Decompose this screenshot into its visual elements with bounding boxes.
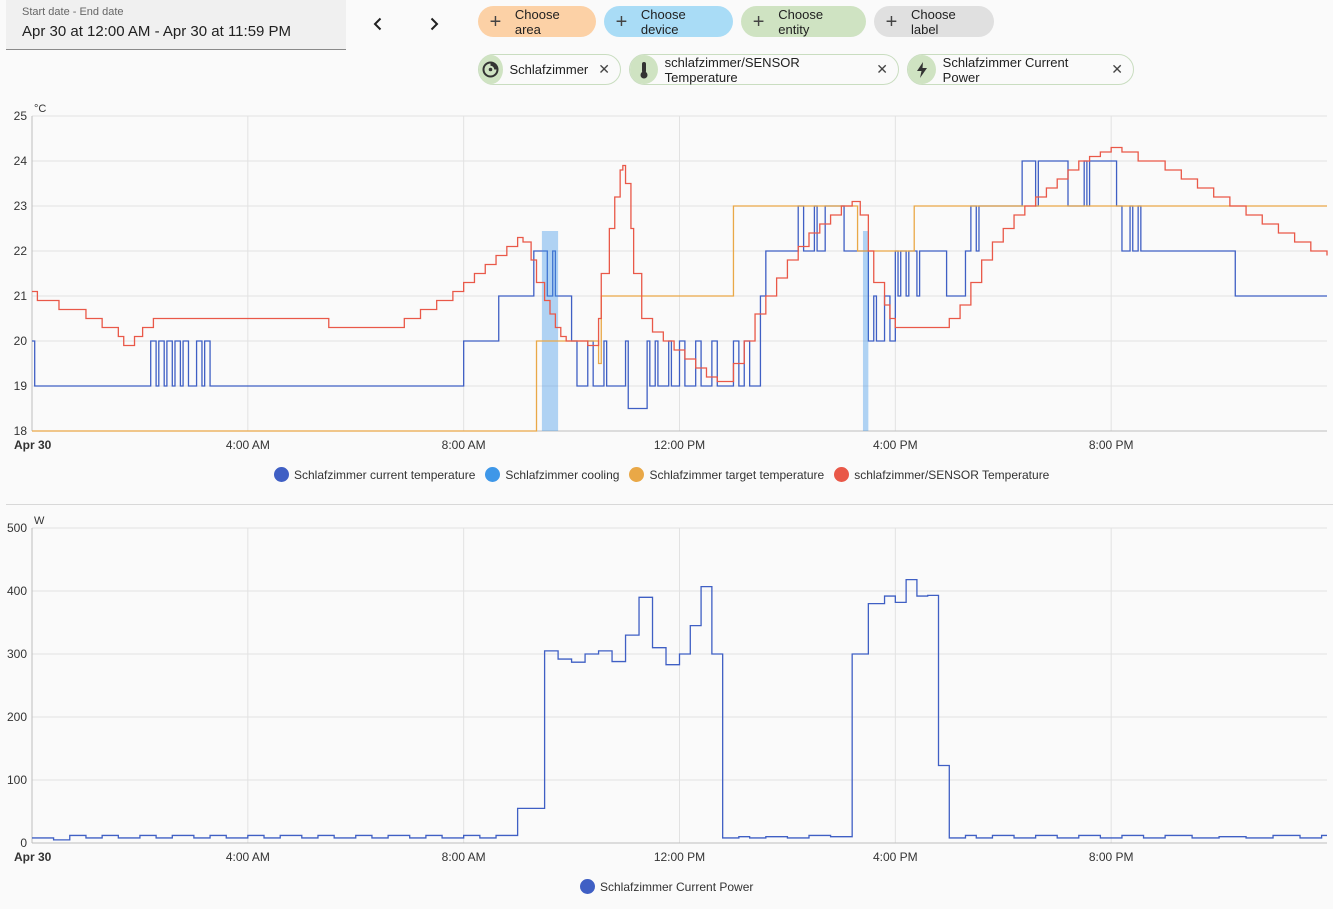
x-tick-label: 12:00 PM [654,850,705,864]
x-tick-label: 8:00 PM [1089,438,1134,452]
remove-icon[interactable]: ✕ [876,61,888,77]
x-tick-label: 8:00 AM [442,850,486,864]
choose-entity-button[interactable]: + Choose entity [741,6,866,37]
power-chart-legend: Schlafzimmer Current Power [580,879,763,894]
y-tick-label: 20 [14,334,28,348]
plus-icon: + [752,10,765,33]
legend-item[interactable]: schlafzimmer/SENSOR Temperature [834,467,1049,482]
series-schlafzimmer-cooling-band [541,231,559,431]
choose-area-button[interactable]: + Choose area [478,6,596,37]
legend-item[interactable]: Schlafzimmer current temperature [274,467,475,482]
legend-item[interactable]: Schlafzimmer Current Power [580,879,753,894]
selected-entity-label: schlafzimmer/SENSOR Temperature [664,54,800,85]
selected-area-chip[interactable]: Schlafzimmer ✕ [478,54,621,85]
date-range-value: Apr 30 at 12:00 AM - Apr 30 at 11:59 PM [22,23,292,40]
y-tick-label: 500 [7,521,27,535]
y-axis-unit-label: °C [34,103,46,115]
y-tick-label: 300 [7,647,27,661]
plus-icon: + [885,10,898,33]
chevron-left-icon [373,17,382,31]
x-tick-label: 4:00 AM [226,850,270,864]
y-tick-label: 21 [14,289,28,303]
selected-area-label: Schlafzimmer [509,62,589,77]
chart-divider [6,504,1333,505]
choose-area-label: Choose area [514,6,560,37]
lightning-icon [908,55,936,84]
choose-entity-label: Choose entity [778,6,824,37]
plus-icon: + [615,10,628,33]
y-tick-label: 23 [14,199,28,213]
remove-icon[interactable]: ✕ [598,61,610,77]
y-tick-label: 100 [7,773,27,787]
y-tick-label: 200 [7,710,27,724]
choose-label-button[interactable]: + Choose label [874,6,994,37]
legend-label: Schlafzimmer cooling [505,467,620,482]
plus-icon: + [489,10,502,33]
selected-power-chip[interactable]: Schlafzimmer Current Power ✕ [907,54,1134,85]
x-tick-label: Apr 30 [14,850,52,864]
y-tick-label: 22 [14,244,28,258]
power-chart[interactable]: W 0 100 200 300 400 500 Apr 30 4:00 AM 8:00 AM 12:… [0,508,1333,870]
x-tick-label: 4:00 PM [873,438,918,452]
x-tick-label: Apr 30 [14,438,52,452]
legend-color-dot [485,467,501,482]
selected-entity-chip[interactable]: schlafzimmer/SENSOR Temperature ✕ [629,54,899,85]
choose-device-label: Choose device [640,6,686,37]
previous-day-button[interactable] [360,6,396,42]
temperature-chart[interactable]: °C 18 19 20 21 22 23 24 25 Apr 30 4:00 AM 8:00 AM 12… [0,96,1333,458]
date-range-label: Start date - End date [22,6,124,18]
y-tick-label: 25 [14,109,28,123]
x-tick-label: 12:00 PM [654,438,705,452]
y-tick-label: 400 [7,584,27,598]
x-tick-label: 8:00 AM [442,438,486,452]
x-tick-label: 4:00 PM [873,850,918,864]
choose-label-label: Choose label [910,6,956,37]
remove-icon[interactable]: ✕ [1111,61,1123,77]
legend-item[interactable]: Schlafzimmer target temperature [629,467,824,482]
thermostat-icon [479,55,503,84]
y-tick-label: 0 [20,836,27,850]
series-schlafzimmer-current-temperature [32,160,1327,410]
series-schlafzimmer-target-temperature [32,205,1327,432]
y-axis-unit-label: W [34,515,45,527]
legend-color-dot [274,467,289,482]
selected-power-label: Schlafzimmer Current Power [942,54,1069,85]
chevron-right-icon [430,17,439,31]
legend-color-dot [580,879,595,894]
y-tick-label: 18 [14,424,28,438]
choose-device-button[interactable]: + Choose device [604,6,733,37]
legend-label: Schlafzimmer target temperature [649,467,825,482]
legend-label: schlafzimmer/SENSOR Temperature [854,467,1050,482]
series-schlafzimmer-cooling-band [862,231,869,431]
legend-label: Schlafzimmer current temperature [294,467,476,482]
series-schlafzimmer-sensor-temperature [32,146,1328,383]
date-range-picker[interactable]: Start date - End date Apr 30 at 12:00 AM… [6,0,346,50]
series-schlafzimmer-current-power [32,579,1327,841]
y-tick-label: 19 [14,379,28,393]
legend-color-dot [629,467,645,482]
x-tick-label: 4:00 AM [226,438,270,452]
legend-label: Schlafzimmer Current Power [600,879,754,894]
temperature-chart-legend: Schlafzimmer current temperature Schlafzi… [274,467,1059,482]
x-tick-label: 8:00 PM [1089,850,1134,864]
y-tick-label: 24 [14,154,28,168]
legend-color-dot [834,467,850,482]
next-day-button[interactable] [416,6,452,42]
legend-item[interactable]: Schlafzimmer cooling [485,467,619,482]
thermometer-icon [630,55,658,84]
